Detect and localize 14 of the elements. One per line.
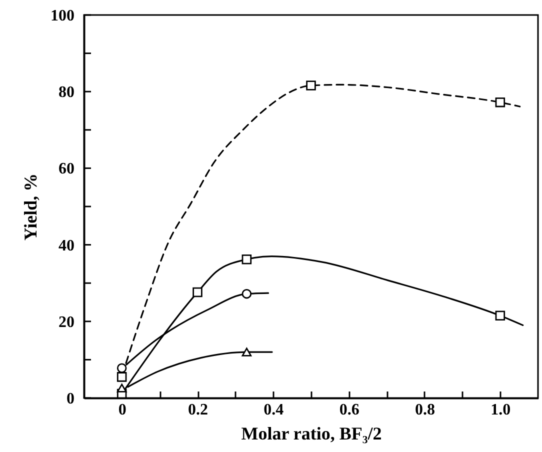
y-tick-label: 0 (66, 390, 74, 408)
x-axis-title: Molar ratio, BF₃/2 (241, 424, 382, 444)
x-tick-label: 0.2 (188, 402, 208, 418)
x-tick-label: 0.6 (339, 402, 360, 418)
x-tick-label: 0.4 (264, 402, 284, 418)
x-tick-label: 1.0 (490, 402, 511, 418)
x-tick-label: 0 (118, 402, 126, 418)
x-tick-label: 0.8 (415, 402, 435, 418)
y-tick-label: 100 (50, 8, 74, 24)
y-tick-label: 40 (58, 237, 74, 254)
y-axis-title: Yield, % (20, 173, 40, 241)
y-tick-label: 80 (58, 84, 74, 102)
y-tick-label: 60 (58, 160, 74, 178)
y-tick-label: 20 (58, 314, 74, 331)
